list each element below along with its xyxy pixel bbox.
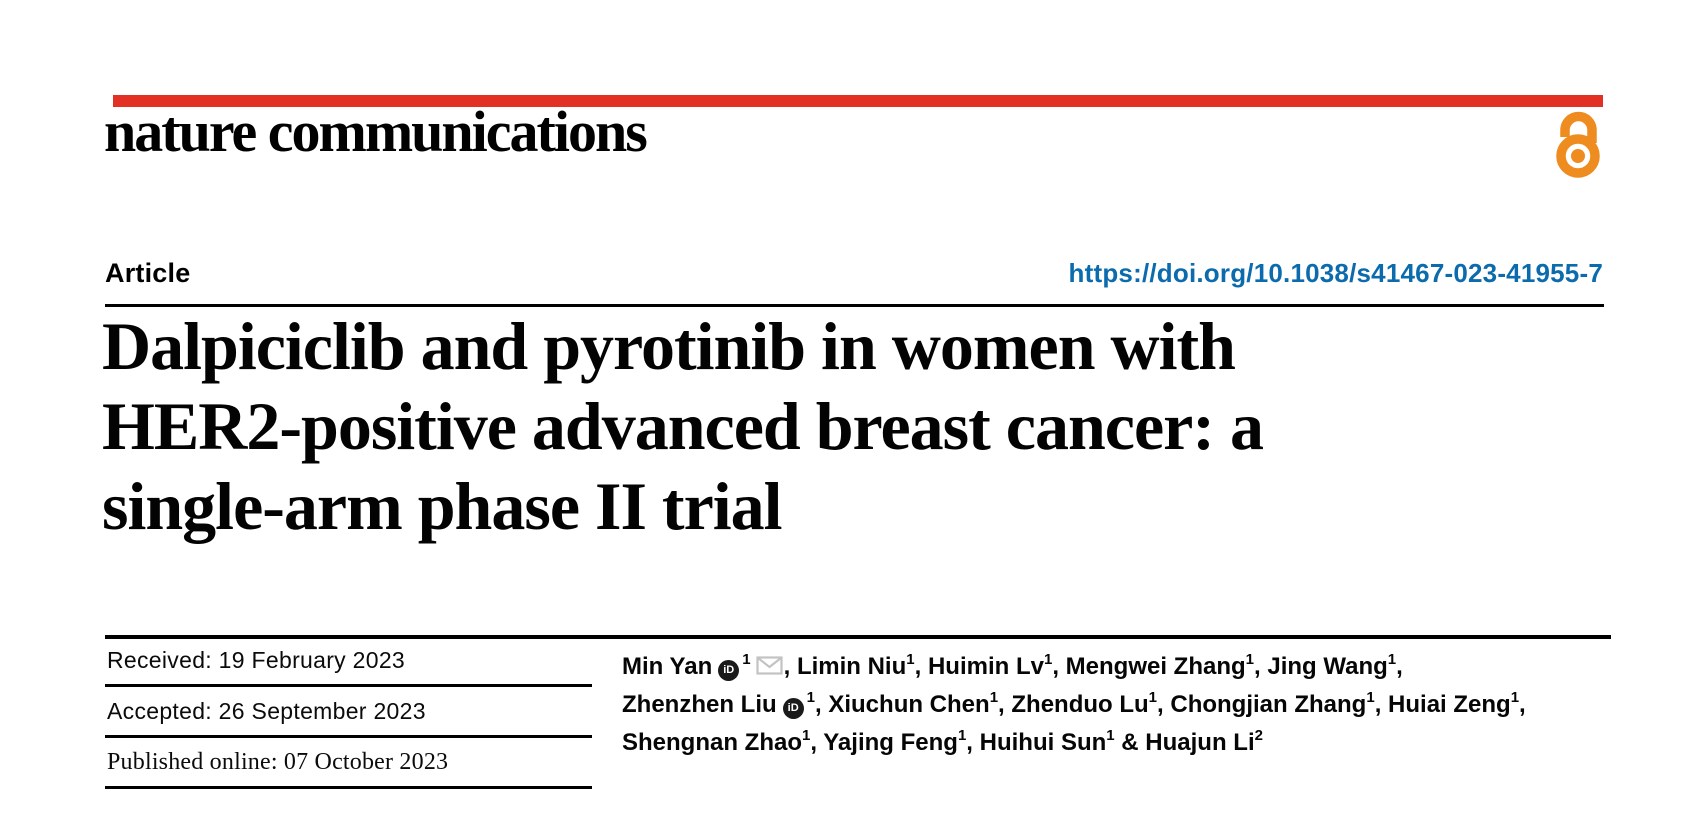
affiliation-superscript: 1 xyxy=(1106,727,1115,744)
affiliation-superscript: 1 xyxy=(957,727,967,744)
affiliation-superscript: 1 xyxy=(742,651,751,668)
journal-logo: nature communications xyxy=(104,99,648,164)
affiliation-superscript: 2 xyxy=(1254,727,1263,744)
affiliation-superscript: 1 xyxy=(1245,651,1254,668)
email-icon[interactable] xyxy=(755,649,783,687)
author-name: Huimin Lv xyxy=(927,653,1044,680)
history-divider xyxy=(105,684,592,687)
article-header-row: Article https://doi.org/10.1038/s41467-0… xyxy=(105,258,1603,289)
author-name: Shengnan Zhao xyxy=(622,729,802,756)
author-name: Zhenduo Lu xyxy=(1011,691,1149,718)
author-name: Huihui Sun xyxy=(979,729,1107,756)
affiliation-superscript: 1 xyxy=(1510,689,1520,706)
orcid-icon[interactable]: iD xyxy=(782,698,804,719)
author-line: Shengnan Zhao1, Yajing Feng1, Huihui Sun… xyxy=(622,727,1263,756)
history-divider xyxy=(105,786,592,789)
affiliation-superscript: 1 xyxy=(1387,651,1397,668)
article-history: Received: 19 February 2023 Accepted: 26 … xyxy=(105,636,592,789)
open-access-icon xyxy=(1552,110,1604,183)
published-date: Published online: 07 October 2023 xyxy=(107,749,449,775)
author-name: Limin Niu xyxy=(796,653,907,680)
article-type-label: Article xyxy=(105,258,191,288)
article-title-line1: Dalpiciclib and pyrotinib in women with xyxy=(102,308,1236,384)
received-date: Received: 19 February 2023 xyxy=(107,647,406,673)
orcid-icon[interactable]: iD xyxy=(718,660,740,681)
author-name: Chongjian Zhang xyxy=(1170,691,1367,718)
author-name: Xiuchun Chen xyxy=(828,691,990,718)
author-line: Min Yan iD1, Limin Niu1, Huimin Lv1, Meng… xyxy=(622,648,1622,686)
article-title-line2: HER2-positive advanced breast cancer: a xyxy=(102,388,1264,464)
affiliation-superscript: 1 xyxy=(989,689,999,706)
author-name: Mengwei Zhang xyxy=(1065,653,1246,680)
author-line: Zhenzhen Liu iD1, Xiuchun Chen1, Zhenduo … xyxy=(622,689,1526,719)
author-name: Yajing Feng xyxy=(823,729,958,756)
history-divider xyxy=(105,735,592,738)
author-name: Huiai Zeng xyxy=(1388,691,1511,718)
brand-accent-bar xyxy=(113,95,1603,107)
affiliation-superscript: 1 xyxy=(806,689,815,706)
author-name: Huajun Li xyxy=(1145,729,1255,756)
author-list: Min Yan iD1, Limin Niu1, Huimin Lv1, Meng… xyxy=(622,648,1622,762)
author-name: Zhenzhen Liu xyxy=(622,691,777,718)
accepted-date: Accepted: 26 September 2023 xyxy=(107,698,426,724)
header-divider xyxy=(105,304,1604,307)
affiliation-superscript: 1 xyxy=(906,651,915,668)
title-divider xyxy=(105,635,1611,639)
article-title: Dalpiciclib and pyrotinib in women with … xyxy=(102,306,1582,546)
affiliation-superscript: 1 xyxy=(1043,651,1053,668)
doi-link[interactable]: https://doi.org/10.1038/s41467-023-41955… xyxy=(1068,258,1603,288)
article-title-line3: single-arm phase II trial xyxy=(102,468,783,544)
author-name: Jing Wang xyxy=(1267,653,1388,680)
affiliation-superscript: 1 xyxy=(1366,689,1375,706)
author-name: Min Yan xyxy=(622,653,713,680)
affiliation-superscript: 1 xyxy=(802,727,811,744)
affiliation-superscript: 1 xyxy=(1148,689,1158,706)
